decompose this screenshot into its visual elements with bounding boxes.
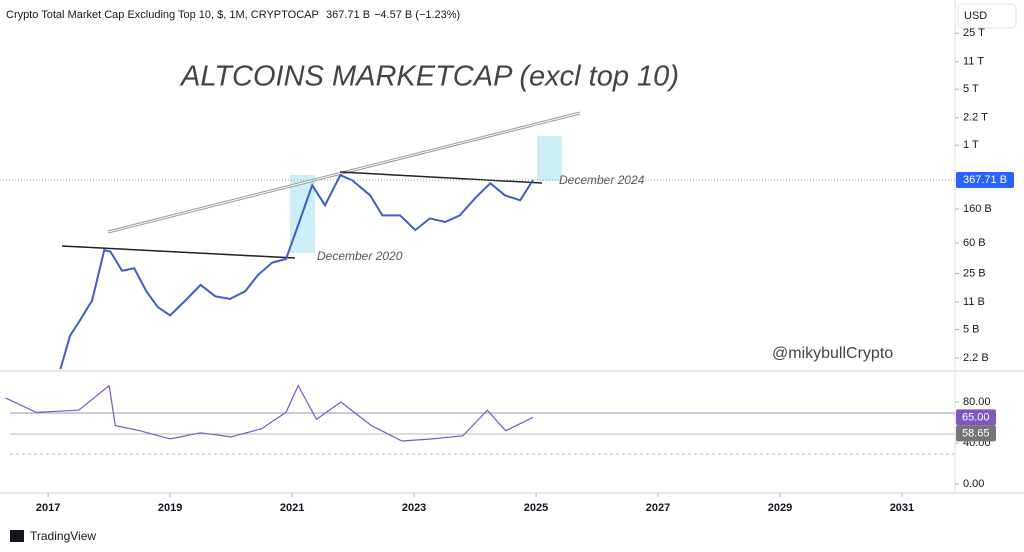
currency[interactable]: USD bbox=[964, 10, 987, 22]
symbol-change: −4.57 B (−1.23%) bbox=[374, 9, 460, 21]
resistance-line bbox=[339, 171, 543, 184]
watermark: @mikybullCrypto bbox=[772, 345, 893, 362]
currency-button[interactable] bbox=[957, 3, 1017, 29]
y-tick-label: 11 T bbox=[963, 56, 984, 68]
y-tick-label: 0.00 bbox=[963, 478, 984, 490]
x-tick-label: 2017 bbox=[36, 502, 60, 514]
y-tick-label: 11 B bbox=[963, 296, 985, 308]
symbol-price: 367.71 B bbox=[326, 9, 370, 21]
y-tick-label: 2.2 T bbox=[963, 112, 988, 124]
annotation: December 2024 bbox=[559, 173, 645, 187]
resistance-line bbox=[61, 245, 296, 259]
brand: TradingView bbox=[30, 529, 96, 543]
price-badge bbox=[956, 171, 1014, 188]
value-badge-label: 65.00 bbox=[962, 411, 990, 423]
x-tick-label: 2031 bbox=[890, 502, 914, 514]
symbol-title: Crypto Total Market Cap Excluding Top 10… bbox=[6, 9, 319, 21]
x-tick-label: 2023 bbox=[402, 502, 426, 514]
y-tick-label: 5 B bbox=[963, 323, 980, 335]
y-tick-label: 2.2 B bbox=[963, 352, 989, 364]
x-tick-label: 2027 bbox=[646, 502, 670, 514]
y-tick-label: 25 B bbox=[963, 267, 986, 279]
x-tick-label: 2029 bbox=[768, 502, 792, 514]
x-tick-label: 2019 bbox=[158, 502, 182, 514]
y-tick-label: 160 B bbox=[963, 203, 992, 215]
series-line bbox=[59, 173, 534, 370]
chart-title: ALTCOINS MARKETCAP (excl top 10) bbox=[179, 61, 679, 93]
annotation: December 2020 bbox=[317, 249, 403, 263]
x-tick-label: 2021 bbox=[280, 502, 304, 514]
y-tick-label: 25 T bbox=[963, 27, 985, 39]
value-badge bbox=[956, 409, 996, 426]
y-tick-label: 5 T bbox=[963, 83, 979, 95]
series-line bbox=[5, 384, 534, 442]
price-badge-label: 367.71 B bbox=[963, 174, 1007, 186]
value-badge bbox=[956, 425, 996, 442]
y-tick-label: 80.00 bbox=[963, 396, 991, 408]
y-tick-label: 60 B bbox=[963, 237, 986, 249]
x-tick-label: 2025 bbox=[524, 502, 548, 514]
value-badge-label: 58.65 bbox=[962, 427, 990, 439]
y-tick-label: 1 T bbox=[963, 139, 979, 151]
highlight-box bbox=[537, 136, 562, 181]
logo bbox=[10, 530, 24, 542]
